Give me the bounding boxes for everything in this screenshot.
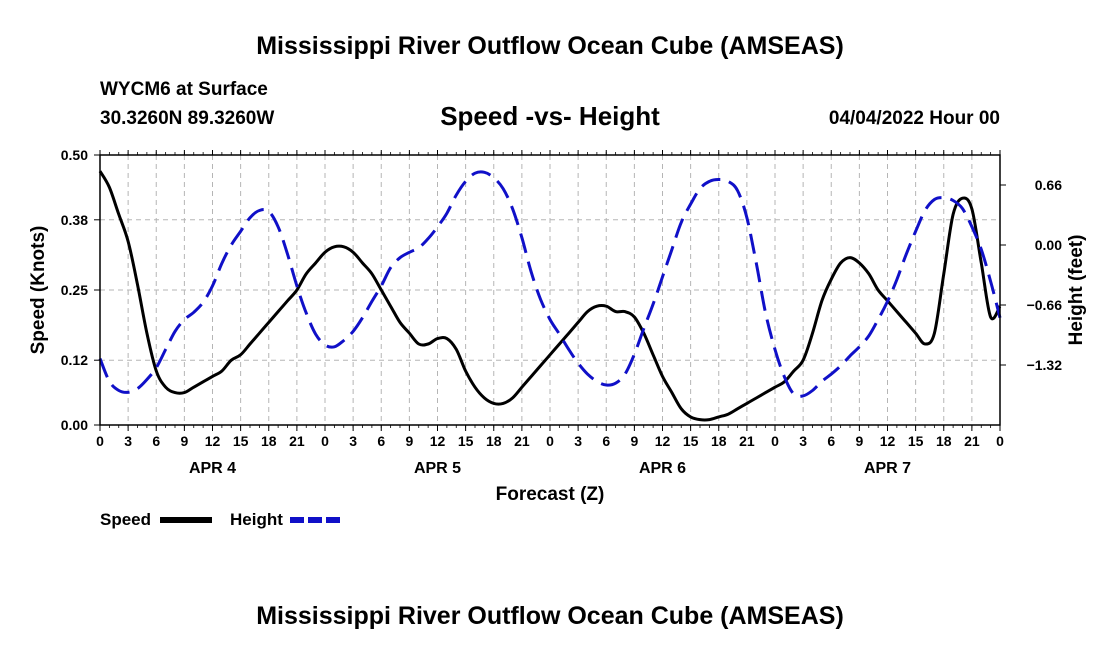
x-tick-label: 12 (655, 433, 671, 449)
y-axis-label-right: Height (feet) (1066, 235, 1087, 346)
footer-title: Mississippi River Outflow Ocean Cube (AM… (256, 602, 844, 630)
y-right-tick-label: 0.00 (1035, 237, 1062, 253)
day-label: APR 5 (414, 460, 461, 477)
y-right-tick-label: −0.66 (1027, 297, 1063, 313)
x-tick-label: 18 (936, 433, 952, 449)
ticks-layer (94, 150, 1006, 431)
x-tick-label: 0 (546, 433, 554, 449)
y-left-tick-label: 0.38 (61, 212, 88, 228)
grid-lines (100, 155, 1000, 425)
x-tick-label: 12 (205, 433, 221, 449)
series-layer (98, 170, 1002, 422)
y-right-tick-label: −1.32 (1027, 357, 1063, 373)
day-label: APR 6 (639, 460, 686, 477)
day-label: APR 4 (189, 460, 236, 477)
x-tick-label: 3 (799, 433, 807, 449)
x-tick-label: 12 (430, 433, 446, 449)
legend-label-height: Height (230, 510, 283, 529)
x-tick-label: 15 (458, 433, 474, 449)
x-tick-label: 6 (827, 433, 835, 449)
x-tick-label: 9 (180, 433, 188, 449)
x-tick-label: 15 (683, 433, 699, 449)
date-label: 04/04/2022 Hour 00 (829, 108, 1000, 129)
x-tick-label: 6 (377, 433, 385, 449)
chart-subtitle: Speed -vs- Height (440, 101, 660, 131)
x-tick-label: 3 (574, 433, 582, 449)
series-line-speed (98, 170, 1002, 422)
x-tick-label: 21 (289, 433, 305, 449)
x-tick-label: 15 (908, 433, 924, 449)
x-tick-label: 21 (514, 433, 530, 449)
x-tick-label: 9 (630, 433, 638, 449)
chart-title: Mississippi River Outflow Ocean Cube (AM… (256, 32, 844, 60)
x-tick-label: 0 (771, 433, 779, 449)
x-tick-label: 21 (739, 433, 755, 449)
y-right-tick-label: 0.66 (1035, 177, 1062, 193)
series-line-height (98, 170, 1002, 398)
x-tick-label: 18 (711, 433, 727, 449)
x-tick-label: 0 (996, 433, 1004, 449)
legend: Speed Height (100, 510, 342, 529)
x-tick-label: 6 (152, 433, 160, 449)
y-axis-label-left: Speed (Knots) (28, 226, 49, 355)
y-left-tick-label: 0.50 (61, 147, 88, 163)
x-tick-label: 3 (349, 433, 357, 449)
coords-label: 30.3260N 89.3260W (100, 108, 274, 129)
y-left-tick-label: 0.25 (61, 282, 88, 298)
x-tick-label: 15 (233, 433, 249, 449)
x-tick-label: 9 (405, 433, 413, 449)
x-axis-label: Forecast (Z) (496, 484, 605, 505)
y-left-tick-label: 0.12 (61, 352, 88, 368)
x-tick-label: 6 (602, 433, 610, 449)
x-tick-label: 3 (124, 433, 132, 449)
y-left-tick-label: 0.00 (61, 417, 88, 433)
x-tick-label: 9 (855, 433, 863, 449)
x-tick-label: 21 (964, 433, 980, 449)
x-tick-label: 12 (880, 433, 896, 449)
day-label: APR 7 (864, 460, 911, 477)
station-label: WYCM6 at Surface (100, 79, 268, 100)
x-tick-label: 0 (96, 433, 104, 449)
x-tick-label: 18 (261, 433, 277, 449)
x-tick-label: 18 (486, 433, 502, 449)
labels-layer: 0 3 6 9 12 15 18 21 0 3 6 9 12 15 18 21 0 3 6 9 12 15 18 21 0 3 6 9… (61, 147, 1062, 477)
legend-label-speed: Speed (100, 510, 151, 529)
x-tick-label: 0 (321, 433, 329, 449)
